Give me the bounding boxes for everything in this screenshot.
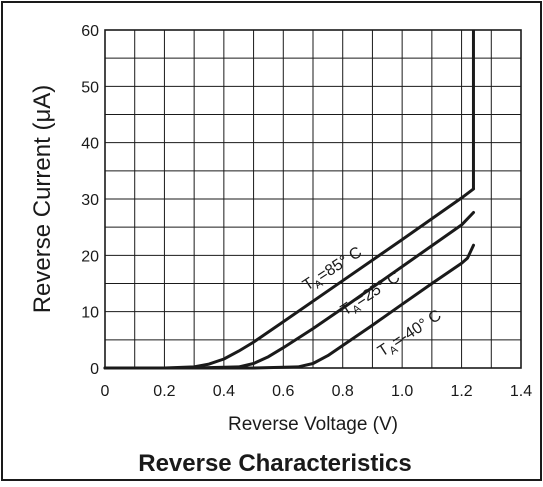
x-tick-label: 0.2 (153, 383, 175, 400)
x-axis-label: Reverse Voltage (V) (228, 414, 398, 435)
series-line-3 (103, 243, 475, 370)
x-tick-label: 0.8 (332, 383, 354, 400)
y-tick-label: 40 (81, 136, 99, 153)
x-tick-labels: 0 0.2 0.4 0.6 0.8 1.0 1.2 1.4 (101, 383, 533, 400)
y-tick-label: 20 (81, 248, 99, 265)
x-tick-label: 1.0 (391, 383, 413, 400)
y-tick-label: 30 (81, 192, 99, 209)
y-tick-label: 50 (81, 79, 99, 96)
y-tick-label: 60 (81, 23, 99, 40)
chart-title: Reverse Characteristics (138, 450, 412, 477)
plot-area-border (104, 29, 522, 369)
y-tick-labels: 0 10 20 30 40 50 60 (81, 23, 99, 378)
y-tick-label: 10 (81, 305, 99, 322)
x-tick-label: 1.4 (510, 383, 532, 400)
x-tick-label: 0 (101, 383, 110, 400)
grid (105, 30, 521, 368)
x-tick-label: 0.4 (213, 383, 235, 400)
x-tick-label: 1.2 (450, 383, 472, 400)
y-axis-label: Reverse Current (μA) (29, 85, 56, 314)
y-tick-label: 0 (90, 361, 99, 378)
x-tick-label: 0.6 (272, 383, 294, 400)
